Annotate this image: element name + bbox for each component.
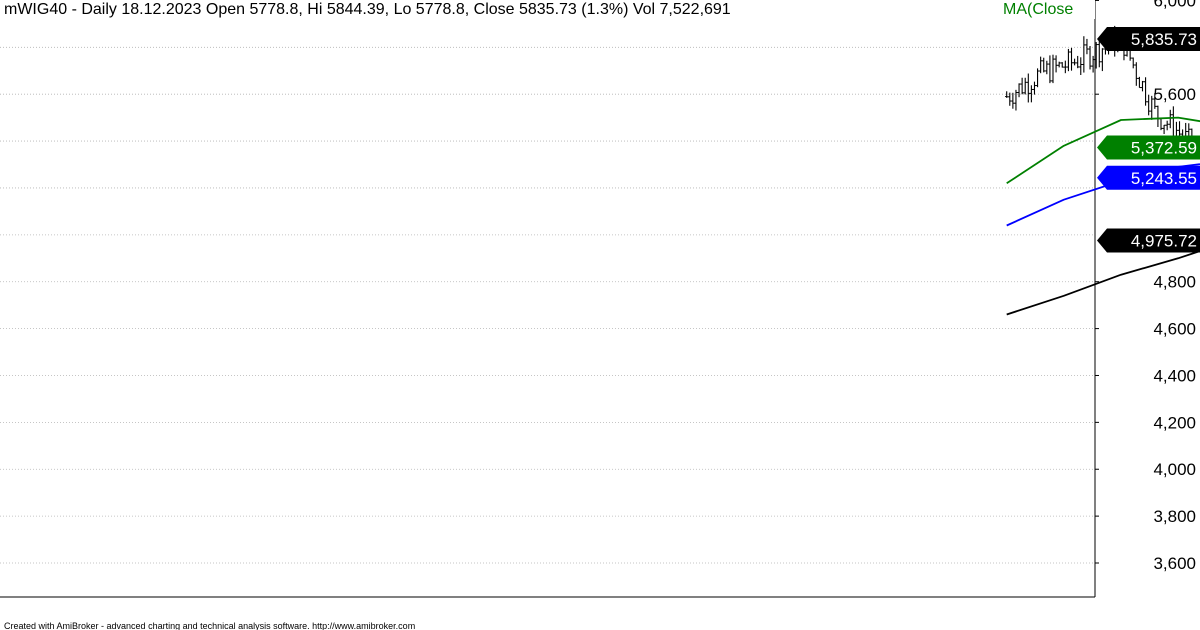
value-badge-label: 4,975.72	[1131, 232, 1197, 251]
price-bar	[1017, 83, 1021, 98]
price-bar	[1072, 58, 1077, 66]
price-bar	[1094, 42, 1098, 69]
price-bar	[1060, 62, 1064, 68]
y-axis-ticks: 3,600 3,800 4,000 4,200 4,400 4,600 4,800 5,600…	[1095, 0, 1196, 573]
price-bar	[1069, 47, 1074, 71]
value-badge-label: 5,372.59	[1131, 139, 1197, 158]
price-bar	[1032, 81, 1037, 95]
price-bar	[1014, 89, 1018, 111]
axes	[0, 0, 1096, 598]
price-bar	[1042, 57, 1046, 73]
price-bar	[1091, 55, 1095, 73]
price-bar	[1140, 80, 1145, 92]
value-badge: 5,372.59	[1097, 135, 1200, 160]
price-bar	[1026, 73, 1030, 103]
price-bar	[1150, 95, 1154, 120]
y-tick-label: 4,000	[1153, 460, 1196, 479]
price-bar	[1137, 76, 1142, 89]
y-tick-label: 3,800	[1153, 507, 1196, 526]
price-bar	[1165, 120, 1169, 131]
price-bar	[1143, 77, 1148, 106]
y-tick-label: 4,800	[1153, 273, 1196, 292]
value-badge-bg	[1097, 228, 1200, 253]
price-bar	[1051, 54, 1055, 84]
value-badge-bg	[1097, 26, 1200, 51]
price-bar	[1079, 57, 1083, 75]
price-bar	[1057, 61, 1061, 68]
header-backing	[0, 0, 1095, 19]
value-badge: 5,835.73	[1097, 26, 1200, 51]
grid	[0, 0, 1095, 564]
price-bar	[1066, 48, 1071, 72]
chart-header: mWIG40 - Daily 18.12.2023 Open 5778.8, H…	[4, 1, 731, 18]
y-tick-label: 4,200	[1153, 413, 1196, 432]
price-bar	[1088, 45, 1092, 70]
price-bar	[1029, 85, 1033, 103]
price-bar	[1020, 77, 1024, 95]
price-bar	[1153, 93, 1157, 109]
value-badge: 4,975.72	[1097, 228, 1200, 253]
value-badge-bg	[1097, 165, 1200, 190]
y-tick-label: 4,400	[1153, 366, 1196, 385]
y-tick-label: 4,600	[1153, 320, 1196, 339]
price-bar	[1005, 91, 1009, 98]
footer-credit: Created with AmiBroker - advanced charti…	[4, 621, 415, 630]
price-bar	[1100, 48, 1104, 72]
price-bar	[1076, 55, 1080, 69]
value-badge-label: 5,835.73	[1131, 30, 1197, 49]
y-tick-label: 3,600	[1153, 554, 1196, 573]
y-tick-label: 6,000	[1153, 0, 1196, 10]
price-bar	[1134, 62, 1138, 86]
value-badge: 5,243.55	[1097, 165, 1200, 190]
price-bar	[1063, 60, 1067, 74]
price-bar	[1011, 92, 1015, 109]
price-bar	[1048, 55, 1052, 84]
price-bar	[1147, 94, 1151, 116]
price-bar	[1162, 124, 1166, 135]
price-bar	[1035, 68, 1040, 88]
price-bar	[1097, 41, 1101, 68]
y-tick-label: 5,600	[1153, 85, 1196, 104]
price-bar	[1082, 36, 1086, 73]
value-badge-label: 5,243.55	[1131, 169, 1197, 188]
price-bar	[1085, 38, 1089, 55]
price-bar	[1023, 77, 1027, 95]
ma-legend-label: MA(Close	[1003, 1, 1073, 18]
price-bar	[1054, 55, 1058, 73]
price-bar	[1008, 92, 1012, 106]
price-bar	[1045, 60, 1049, 75]
price-bar	[1131, 57, 1135, 69]
value-badges: 5,835.73 5,372.59 5,243.55 4,975.72	[1097, 26, 1200, 253]
price-bar	[1039, 56, 1043, 74]
value-badge-bg	[1097, 135, 1200, 160]
price-bar	[1168, 109, 1172, 129]
